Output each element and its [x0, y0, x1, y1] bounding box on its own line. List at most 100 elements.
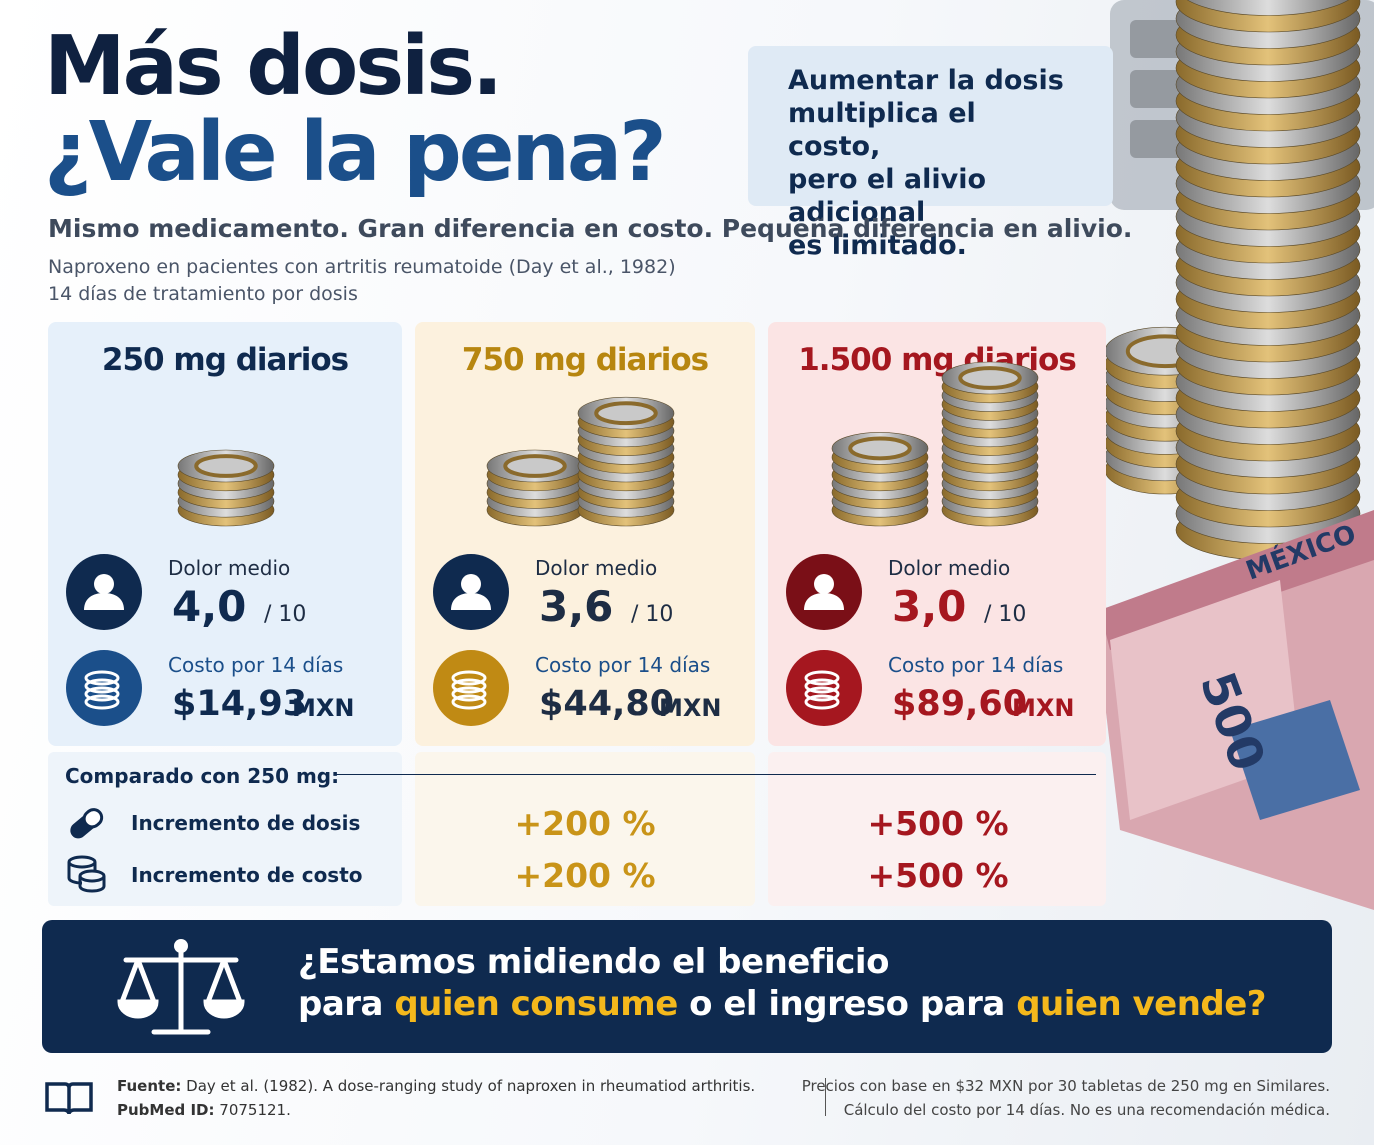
coin: [451, 678, 487, 694]
coin: [1186, 0, 1350, 16]
highlight: quien vende?: [1016, 984, 1267, 1024]
cost-value: $44,80: [539, 684, 675, 724]
source: Fuente: Day et al. (1982). A dose-rangin…: [117, 1074, 755, 1122]
percent: +500 %: [867, 804, 1009, 843]
comparison-label: Comparado con 250 mg:: [65, 764, 340, 788]
duration: 14 días de tratamiento por dosis: [48, 283, 358, 305]
coin-face: [503, 454, 567, 478]
head: [94, 574, 114, 594]
pain-icon: [66, 554, 142, 630]
label: Fuente:: [117, 1077, 182, 1095]
title: ¿Vale la pena?: [44, 105, 667, 200]
coin: [84, 670, 120, 686]
cost-label: Costo por 14 días: [168, 653, 344, 677]
text: 7075121.: [219, 1101, 291, 1119]
subtitle: Mismo medicamento. Gran diferencia en co…: [48, 214, 1133, 243]
coin-face: [848, 436, 912, 461]
pain-icon: [786, 554, 862, 630]
coins-icon: [67, 855, 106, 893]
divider: [334, 774, 1096, 775]
coin-stack: [1104, 0, 1361, 561]
highlight: quien consume: [394, 984, 678, 1024]
currency: MXN: [292, 694, 355, 722]
text: Cálculo del costo por 14 días. No es una…: [843, 1101, 1330, 1119]
head: [461, 574, 481, 594]
coin: [451, 686, 487, 702]
row-label: Incremento de dosis: [131, 811, 361, 835]
row-label: Incremento de costo: [131, 863, 363, 887]
banner-line: para quien consume o el ingreso para qui…: [298, 984, 1267, 1024]
text: Day et al. (1982). A dose-ranging study …: [186, 1077, 756, 1095]
body: [804, 593, 844, 610]
pain-label: Dolor medio: [888, 556, 1011, 580]
cost-label: Costo por 14 días: [888, 653, 1064, 677]
cost-icon: [786, 650, 862, 726]
comparison: Comparado con 250 mg: Incremento de dosi…: [48, 752, 1106, 906]
coins: [804, 670, 840, 710]
head: [814, 574, 834, 594]
panel: [48, 752, 402, 906]
currency: MXN: [659, 694, 722, 722]
dose-card: 750 mg diarios Dolor medio 3,6 / 10 Costo po…: [415, 322, 755, 746]
panel: [768, 752, 1106, 906]
pain-scale: / 10: [984, 602, 1027, 627]
coin-stack: [831, 361, 1039, 527]
coin-stack: [486, 396, 675, 527]
study-info: Naproxeno en pacientes con artritis reum…: [48, 254, 676, 308]
pain-icon: [433, 554, 509, 630]
pill-icon: [70, 808, 104, 839]
percent: +200 %: [514, 856, 656, 895]
text: para: [298, 984, 384, 1024]
coins: [451, 670, 487, 710]
pain-label: Dolor medio: [168, 556, 291, 580]
coin: [804, 670, 840, 686]
text: Precios con base en $32 MXN por 30 table…: [801, 1077, 1330, 1095]
label: PubMed ID:: [117, 1101, 215, 1119]
callout-line: multiplica el costo,: [788, 98, 976, 162]
person: [804, 574, 844, 610]
pain-label: Dolor medio: [535, 556, 658, 580]
coin: [804, 686, 840, 702]
dose-title: 750 mg diarios: [461, 342, 709, 378]
percent: +200 %: [514, 804, 656, 843]
coin-stack: [177, 449, 275, 527]
pain-scale: / 10: [264, 602, 307, 627]
coin: [804, 678, 840, 694]
coin: [84, 694, 120, 710]
pain-scale: / 10: [631, 602, 674, 627]
pain-value: 4,0: [172, 582, 247, 631]
body: [451, 593, 491, 610]
person: [451, 574, 491, 610]
banner-line: ¿Estamos midiendo el beneficio: [298, 942, 889, 982]
banknotes: 500 MÉXICO: [1095, 510, 1374, 910]
dose-card: 1.500 mg diarios Dolor medio 3,0/ 10 Costo …: [768, 322, 1106, 746]
coin-face: [958, 366, 1022, 390]
percent: +500 %: [867, 856, 1009, 895]
pain-value: 3,0: [892, 582, 967, 631]
currency: MXN: [1012, 694, 1075, 722]
coin-face: [594, 401, 658, 426]
divider: [825, 1078, 826, 1116]
dose-card: 250 mg diarios Dolor medio 4,0 / 10 Costo po…: [48, 322, 402, 746]
study: Naproxeno en pacientes con artritis reum…: [48, 256, 676, 278]
cost-label: Costo por 14 días: [535, 653, 711, 677]
cost-icon: [66, 650, 142, 726]
coins: [84, 670, 120, 710]
banner: ¿Estamos midiendo el beneficio para quie…: [42, 920, 1332, 1053]
note: Precios con base en $32 MXN por 30 table…: [802, 1074, 1330, 1122]
coin: [804, 694, 840, 710]
cost-value: $14,93: [172, 684, 308, 724]
callout-line: Aumentar la dosis: [788, 65, 1064, 96]
callout: Aumentar la dosis multiplica el costo, per…: [748, 46, 1113, 261]
person: [84, 574, 124, 610]
title: Más dosis.: [44, 19, 503, 114]
body: [84, 593, 124, 610]
pain-value: 3,6: [539, 582, 614, 631]
text: o el ingreso para: [689, 984, 1005, 1024]
cost-value: $89,60: [892, 684, 1028, 724]
book-icon: [45, 1082, 93, 1115]
coin: [84, 686, 120, 702]
callout-line: es limitado.: [788, 230, 967, 261]
